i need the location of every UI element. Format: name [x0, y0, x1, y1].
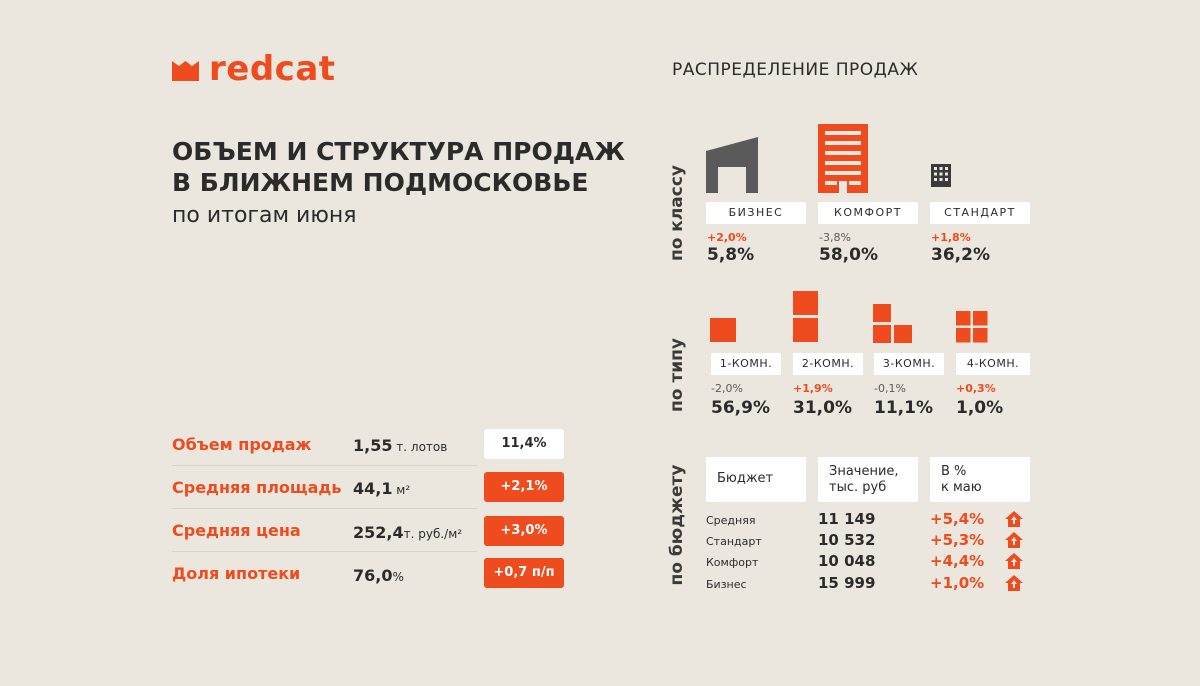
type-tag-4-room: 4-КОМН. — [956, 353, 1030, 375]
title-line-1: ОБЪЕМ И СТРУКТУРА ПРОДАЖ — [172, 137, 625, 166]
type-share-4-room: 1,0% — [956, 398, 1004, 418]
type-share-3-room: 11,1% — [874, 398, 933, 418]
page-subtitle: по итогам июня — [172, 203, 357, 228]
metric-value: 76,0% — [353, 566, 404, 585]
metric-average-area: Средняя площадь 44,1 м² +2,1% — [172, 472, 566, 515]
budget-row-change: +5,4% — [930, 510, 985, 528]
budget-row-name: Средняя — [706, 514, 756, 527]
type-tag-1-room: 1-КОМН. — [711, 353, 781, 375]
budget-header-value: Значение, тыс. руб — [818, 457, 918, 502]
house-up-icon — [1005, 553, 1023, 569]
type-share-2-room: 31,0% — [793, 398, 852, 418]
redcat-logo-icon — [172, 61, 199, 81]
metric-average-price: Средняя цена 252,4т. руб./м² +3,0% — [172, 516, 566, 559]
type-delta-1-room: -2,0% — [711, 382, 743, 395]
logo-text: redcat — [209, 49, 336, 89]
metric-value: 252,4т. руб./м² — [353, 523, 463, 542]
type-delta-4-room: +0,3% — [956, 382, 996, 395]
metric-label: Средняя цена — [172, 521, 301, 540]
class-delta-standard: +1,8% — [931, 231, 971, 244]
budget-row-value: 15 999 — [818, 574, 876, 592]
type-tag-3-room: 3-КОМН. — [874, 353, 944, 375]
budget-row-name: Бизнес — [706, 578, 747, 591]
metric-divider — [172, 508, 477, 509]
metric-badge: +0,7 п/п — [484, 558, 564, 588]
standard-building-icon — [931, 164, 951, 187]
budget-row-change: +4,4% — [930, 552, 985, 570]
budget-row-change: +5,3% — [930, 531, 985, 549]
budget-header-budget: Бюджет — [706, 457, 806, 502]
class-tag-comfort: КОМФОРТ — [818, 202, 918, 224]
house-up-icon — [1005, 532, 1023, 548]
type-delta-3-room: -0,1% — [874, 382, 906, 395]
budget-header-change: В % к маю — [930, 457, 1030, 502]
class-share-comfort: 58,0% — [819, 245, 878, 265]
four-room-icon — [956, 311, 988, 343]
three-room-icon — [873, 304, 912, 343]
metric-badge: 11,4% — [484, 429, 564, 459]
type-delta-2-room: +1,9% — [793, 382, 833, 395]
class-tag-standard: СТАНДАРТ — [930, 202, 1030, 224]
class-delta-comfort: -3,8% — [819, 231, 851, 244]
metric-value: 1,55 т. лотов — [353, 436, 448, 455]
metric-divider — [172, 465, 477, 466]
metric-badge: +2,1% — [484, 472, 564, 502]
two-room-icon — [793, 291, 818, 342]
by-budget-label: по бюджету — [667, 464, 687, 586]
page-title: ОБЪЕМ И СТРУКТУРА ПРОДАЖ В БЛИЖНЕМ ПОДМО… — [172, 136, 625, 198]
budget-row-change: +1,0% — [930, 574, 985, 592]
class-delta-business: +2,0% — [707, 231, 747, 244]
distribution-title: РАСПРЕДЕЛЕНИЕ ПРОДАЖ — [672, 60, 919, 80]
logo: redcat — [172, 52, 336, 86]
metric-divider — [172, 551, 477, 552]
budget-row-name: Комфорт — [706, 556, 759, 569]
class-share-business: 5,8% — [707, 245, 755, 265]
budget-row-value: 10 532 — [818, 531, 876, 549]
type-share-1-room: 56,9% — [711, 398, 770, 418]
budget-row-value: 10 048 — [818, 552, 876, 570]
by-type-label: по типу — [667, 338, 687, 412]
comfort-building-icon — [818, 124, 868, 193]
metric-label: Средняя площадь — [172, 478, 342, 497]
budget-row-name: Стандарт — [706, 535, 762, 548]
class-share-standard: 36,2% — [931, 245, 990, 265]
business-building-icon — [706, 137, 758, 193]
budget-row-value: 11 149 — [818, 510, 876, 528]
metric-value: 44,1 м² — [353, 479, 411, 498]
metric-badge: +3,0% — [484, 516, 564, 546]
metric-label: Доля ипотеки — [172, 564, 301, 583]
house-up-icon — [1005, 575, 1023, 591]
title-line-2: В БЛИЖНЕМ ПОДМОСКОВЬЕ — [172, 168, 589, 197]
metric-label: Объем продаж — [172, 435, 312, 454]
house-up-icon — [1005, 511, 1023, 527]
by-class-label: по классу — [667, 164, 687, 262]
metric-mortgage-share: Доля ипотеки 76,0% +0,7 п/п — [172, 558, 566, 601]
one-room-icon — [710, 318, 736, 342]
type-tag-2-room: 2-КОМН. — [793, 353, 863, 375]
class-tag-business: БИЗНЕС — [706, 202, 806, 224]
metric-sales-volume: Объем продаж 1,55 т. лотов 11,4% — [172, 429, 566, 472]
